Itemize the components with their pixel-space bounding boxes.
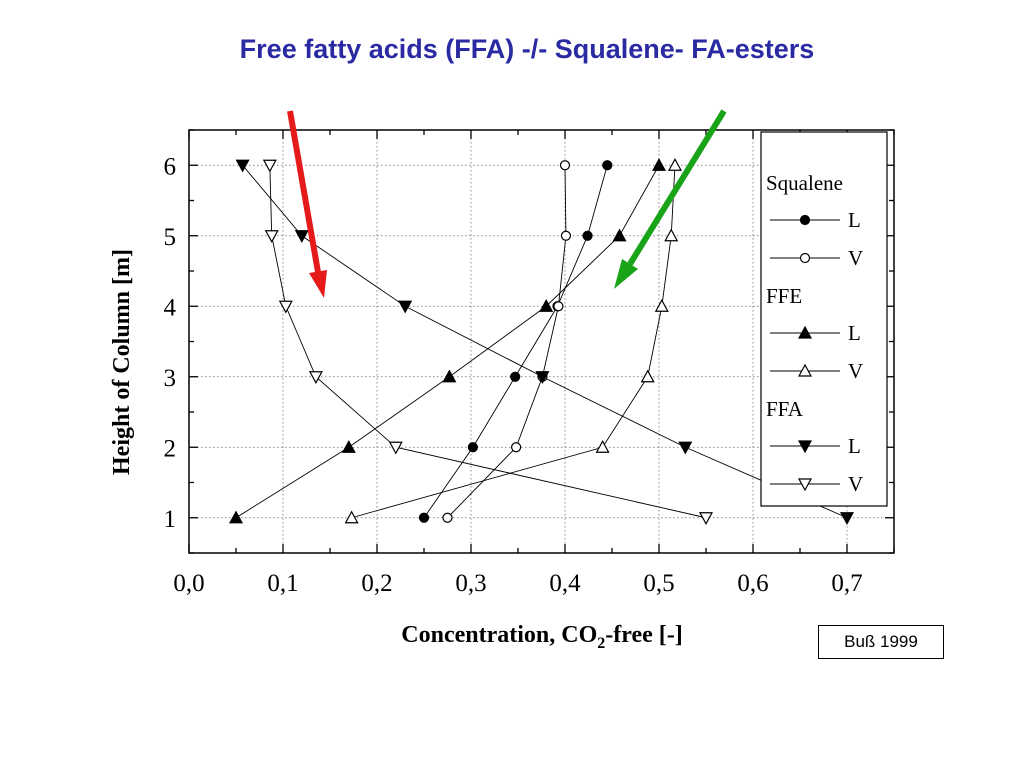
data-point-s1-0: [442, 512, 453, 523]
series-line-0: [423, 165, 608, 519]
legend-label-1-1: V: [848, 359, 863, 383]
data-point-s2-0: [228, 510, 244, 524]
legend-box: [760, 131, 888, 507]
legend-label-0-0: L: [848, 208, 861, 232]
legend-marker-2-0: [797, 440, 813, 454]
legend-group-title-0: Squalene: [766, 171, 843, 195]
x-tick-label-7: 0,7: [831, 570, 862, 597]
data-point-s5-3: [278, 300, 293, 314]
data-point-s5-1: [388, 441, 403, 455]
x-tick-label-1: 0,1: [267, 570, 298, 597]
legend-group-title-1: FFE: [766, 284, 802, 308]
red-arrow: [287, 110, 327, 298]
y-tick-label-4: 5: [164, 224, 177, 251]
data-point-s3-1: [595, 439, 610, 453]
data-point-s0-2: [510, 371, 521, 382]
data-point-s2-1: [341, 439, 356, 453]
data-point-s3-0: [344, 510, 359, 524]
axis-tick-labels: 0,0 0,1 0,2 0,3 0,4 0,5 0,6 0,7 1 2 3 4 5 6: [164, 153, 863, 597]
x-axis-label: Concentration, CO2-free [-]: [401, 622, 682, 652]
data-point-s5-4: [264, 230, 279, 244]
series-line-3: [351, 165, 676, 519]
legend-label-2-1: V: [848, 472, 863, 496]
data-point-s4-3: [398, 300, 413, 314]
data-point-s4-4: [294, 230, 309, 244]
legend-marker-0-1: [799, 252, 811, 264]
data-point-s0-5: [602, 160, 613, 171]
annotation-arrows: [287, 109, 727, 298]
data-point-s1-1: [511, 442, 522, 453]
data-point-s2-5: [651, 157, 667, 171]
data-point-s4-1: [678, 441, 693, 455]
data-point-s2-3: [539, 298, 554, 312]
series-line-1: [447, 165, 567, 519]
x-tick-label-4: 0,4: [549, 570, 581, 597]
legend-label-0-1: V: [848, 246, 863, 270]
y-tick-label-3: 4: [164, 294, 177, 321]
series-lines: [235, 164, 848, 519]
data-point-s2-4: [612, 228, 627, 242]
data-point-s5-0: [698, 512, 714, 526]
legend-label-1-0: L: [848, 321, 861, 345]
x-tick-label-5: 0,5: [643, 570, 674, 597]
x-tick-label-2: 0,2: [361, 570, 392, 597]
y-tick-label-5: 6: [164, 153, 177, 180]
data-point-s3-5: [667, 157, 682, 171]
series-line-5: [269, 165, 707, 519]
legend-group-title-2: FFA: [766, 397, 804, 421]
legend-marker-1-0: [797, 325, 813, 339]
legend-marker-0-0: [799, 214, 811, 226]
data-point-s0-0: [418, 512, 430, 523]
data-point-s4-0: [839, 512, 855, 526]
x-tick-label-0: 0,0: [173, 570, 204, 597]
x-tick-label-3: 0,3: [455, 570, 486, 597]
data-point-s0-1: [467, 442, 478, 453]
data-point-s3-2: [640, 369, 655, 383]
data-point-s1-4: [560, 230, 572, 241]
data-point-s1-5: [559, 160, 571, 171]
data-point-s5-5: [262, 159, 277, 173]
y-tick-label-1: 2: [164, 435, 177, 462]
legend-label-2-0: L: [848, 434, 861, 458]
data-point-s2-2: [442, 369, 457, 383]
x-axis-label-subscript: 2: [597, 635, 605, 652]
data-point-s4-5: [235, 159, 250, 173]
data-point-s3-4: [664, 228, 679, 242]
series-line-2: [235, 165, 660, 519]
data-point-s1-3: [553, 301, 564, 312]
legend-marker-2-1: [797, 478, 813, 492]
y-axis-label: Height of Column [m]: [109, 249, 135, 475]
series-line-4: [242, 164, 848, 519]
citation-box: Buß 1999: [818, 625, 944, 659]
data-point-s5-2: [308, 371, 323, 385]
green-arrow: [614, 109, 727, 289]
page-title: Free fatty acids (FFA) -/- Squalene- FA-…: [239, 34, 815, 64]
y-tick-label-2: 3: [164, 365, 177, 392]
data-point-s0-4: [582, 230, 593, 241]
x-tick-label-6: 0,6: [737, 570, 768, 597]
series-markers: [228, 157, 855, 526]
legend-marker-1-1: [797, 363, 813, 377]
y-tick-label-0: 1: [164, 506, 177, 533]
data-point-s4-2: [535, 371, 550, 385]
x-axis-label-main: Concentration, CO: [401, 622, 597, 648]
data-point-s3-3: [654, 298, 669, 312]
x-axis-label-tail: -free [-]: [605, 622, 682, 648]
